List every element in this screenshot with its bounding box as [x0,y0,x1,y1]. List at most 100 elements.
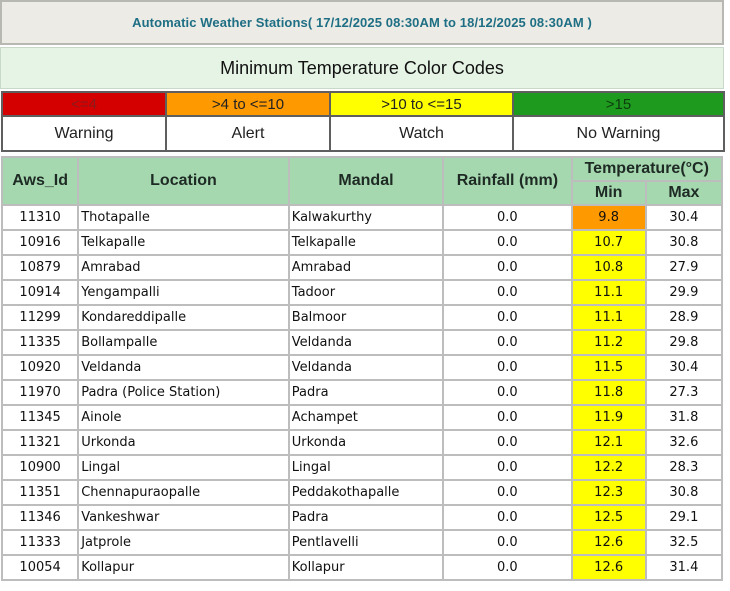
cell-rainfall: 0.0 [444,556,571,579]
cell-location: Bollampalle [79,331,288,354]
cell-min-temp: 12.5 [572,506,645,529]
cell-min-temp: 10.8 [572,256,645,279]
cell-mandal: Kalwakurthy [289,206,443,229]
cell-max-temp: 31.4 [646,556,721,579]
cell-location: Vankeshwar [79,506,288,529]
cell-max-temp: 28.3 [646,456,721,479]
code-label-no-warning: No Warning [512,115,725,152]
cell-rainfall: 0.0 [444,256,571,279]
cell-mandal: Amrabad [289,256,443,279]
cell-min-temp: 11.9 [572,406,645,429]
cell-rainfall: 0.0 [444,506,571,529]
table-row: 11346 Vankeshwar Padra 0.0 12.5 29.1 [3,506,721,529]
table-row: 10879 Amrabad Amrabad 0.0 10.8 27.9 [3,256,721,279]
cell-aws-id: 11321 [3,431,78,454]
cell-aws-id: 11970 [3,381,78,404]
cell-max-temp: 29.1 [646,506,721,529]
cell-mandal: Padra [289,381,443,404]
table-row: 10054 Kollapur Kollapur 0.0 12.6 31.4 [3,556,721,579]
cell-rainfall: 0.0 [444,381,571,404]
table-row: 11333 Jatprole Pentlavelli 0.0 12.6 32.5 [3,531,721,554]
cell-location: Chennapuraopalle [79,481,288,504]
cell-location: Veldanda [79,356,288,379]
cell-aws-id: 10920 [3,356,78,379]
cell-location: Lingal [79,456,288,479]
cell-aws-id: 11335 [3,331,78,354]
column-header-location: Location [79,158,288,204]
cell-location: Jatprole [79,531,288,554]
cell-location: Urkonda [79,431,288,454]
table-row: 11345 Ainole Achampet 0.0 11.9 31.8 [3,406,721,429]
column-header-rainfall: Rainfall (mm) [444,158,571,204]
cell-rainfall: 0.0 [444,231,571,254]
table-row: 11351 Chennapuraopalle Peddakothapalle 0.0 1… [3,481,721,504]
table-row: 10920 Veldanda Veldanda 0.0 11.5 30.4 [3,356,721,379]
cell-rainfall: 0.0 [444,481,571,504]
table-row: 11335 Bollampalle Veldanda 0.0 11.2 29.8 [3,331,721,354]
table-row: 10914 Yengampalli Tadoor 0.0 11.1 29.9 [3,281,721,304]
cell-mandal: Balmoor [289,306,443,329]
cell-max-temp: 29.8 [646,331,721,354]
cell-mandal: Padra [289,506,443,529]
cell-rainfall: 0.0 [444,406,571,429]
cell-max-temp: 27.3 [646,381,721,404]
table-row: 11321 Urkonda Urkonda 0.0 12.1 32.6 [3,431,721,454]
code-band-watch-range: >10 to <=15 [329,91,514,117]
cell-aws-id: 10879 [3,256,78,279]
cell-aws-id: 11310 [3,206,78,229]
code-band-alert-range: >4 to <=10 [165,91,331,117]
cell-location: Kollapur [79,556,288,579]
cell-max-temp: 32.5 [646,531,721,554]
table-row: 10900 Lingal Lingal 0.0 12.2 28.3 [3,456,721,479]
table-row: 11299 Kondareddipalle Balmoor 0.0 11.1 28.9 [3,306,721,329]
cell-rainfall: 0.0 [444,356,571,379]
cell-max-temp: 29.9 [646,281,721,304]
cell-aws-id: 11346 [3,506,78,529]
cell-aws-id: 10900 [3,456,78,479]
cell-location: Telkapalle [79,231,288,254]
cell-max-temp: 30.8 [646,481,721,504]
cell-mandal: Kollapur [289,556,443,579]
cell-aws-id: 11351 [3,481,78,504]
cell-rainfall: 0.0 [444,281,571,304]
cell-min-temp: 12.6 [572,556,645,579]
cell-aws-id: 10054 [3,556,78,579]
cell-mandal: Pentlavelli [289,531,443,554]
cell-aws-id: 10914 [3,281,78,304]
column-header-temperature: Temperature(°C) [572,158,721,180]
table-row: 10916 Telkapalle Telkapalle 0.0 10.7 30.8 [3,231,721,254]
cell-max-temp: 31.8 [646,406,721,429]
cell-min-temp: 11.5 [572,356,645,379]
cell-location: Thotapalle [79,206,288,229]
table-row: 11970 Padra (Police Station) Padra 0.0 11.8 2… [3,381,721,404]
column-header-aws-id: Aws_Id [3,158,78,204]
column-header-min: Min [572,182,645,204]
cell-aws-id: 11345 [3,406,78,429]
cell-max-temp: 28.9 [646,306,721,329]
column-header-max: Max [646,182,721,204]
cell-min-temp: 11.8 [572,381,645,404]
cell-min-temp: 9.8 [572,206,645,229]
cell-rainfall: 0.0 [444,456,571,479]
cell-min-temp: 12.3 [572,481,645,504]
cell-mandal: Veldanda [289,356,443,379]
cell-mandal: Telkapalle [289,231,443,254]
cell-aws-id: 11299 [3,306,78,329]
cell-location: Padra (Police Station) [79,381,288,404]
color-codes-title: Minimum Temperature Color Codes [0,47,724,89]
cell-mandal: Achampet [289,406,443,429]
cell-max-temp: 32.6 [646,431,721,454]
code-label-warning: Warning [1,115,167,152]
cell-rainfall: 0.0 [444,431,571,454]
cell-min-temp: 11.2 [572,331,645,354]
cell-rainfall: 0.0 [444,206,571,229]
cell-mandal: Urkonda [289,431,443,454]
cell-mandal: Lingal [289,456,443,479]
weather-stations-table: Aws_Id Location Mandal Rainfall (mm) Tem… [1,156,723,581]
cell-min-temp: 11.1 [572,306,645,329]
cell-location: Yengampalli [79,281,288,304]
cell-max-temp: 27.9 [646,256,721,279]
cell-location: Amrabad [79,256,288,279]
code-band-warning-range: <=4 [1,91,167,117]
cell-rainfall: 0.0 [444,331,571,354]
